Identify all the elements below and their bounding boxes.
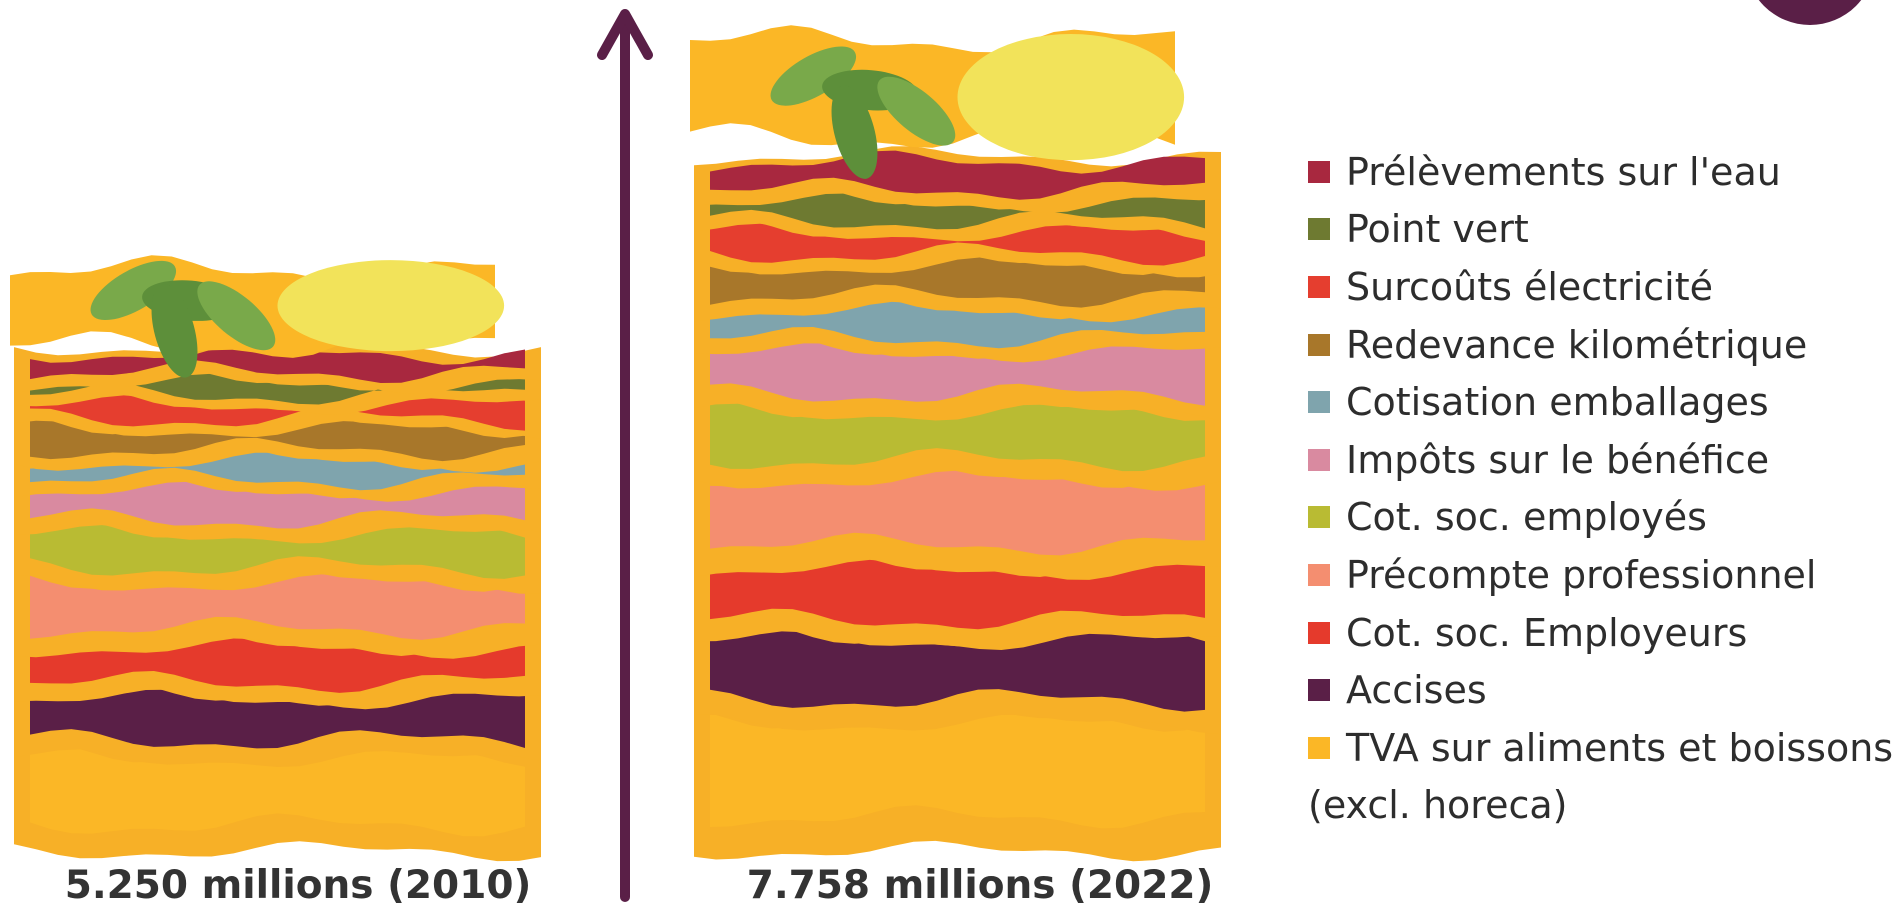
stack-label: 7.758 millions (2022) — [747, 863, 1214, 908]
legend-item: Impôts sur le bénéfice — [1308, 431, 1893, 489]
stacks — [10, 25, 1221, 861]
legend-swatch — [1308, 218, 1330, 240]
legend-item: Prélèvements sur l'eau — [1308, 143, 1893, 201]
legend-swatch — [1308, 161, 1330, 183]
legend-label: Impôts sur le bénéfice — [1346, 438, 1769, 482]
legend-label: Précompte professionnel — [1346, 553, 1816, 597]
legend-swatch — [1308, 334, 1330, 356]
legend-item: TVA sur aliments et boissons — [1308, 719, 1893, 777]
legend-swatch — [1308, 622, 1330, 644]
legend-label: Cot. soc. employés — [1346, 495, 1707, 539]
cheese — [958, 34, 1185, 160]
stack-label: 5.250 millions (2010) — [65, 863, 532, 908]
legend-label: Prélèvements sur l'eau — [1346, 150, 1781, 194]
legend-swatch — [1308, 506, 1330, 528]
legend: Prélèvements sur l'eau Point vert Surcoûts… — [1308, 143, 1893, 834]
legend-item: Cotisation emballages — [1308, 373, 1893, 431]
infographic: 5.250 millions (2010) 7.758 millions (20… — [0, 0, 1893, 917]
legend-swatch — [1308, 737, 1330, 759]
legend-swatch — [1308, 391, 1330, 413]
legend-label: (excl. horeca) — [1308, 777, 1893, 835]
legend-label: Redevance kilométrique — [1346, 323, 1807, 367]
legend-item: Accises — [1308, 661, 1893, 719]
legend-item: Point vert — [1308, 201, 1893, 259]
legend-label: Accises — [1346, 668, 1487, 712]
legend-swatch — [1308, 449, 1330, 471]
legend-item: Cot. soc. employés — [1308, 489, 1893, 547]
legend-label: Surcoûts électricité — [1346, 265, 1713, 309]
legend-label: Cotisation emballages — [1346, 380, 1769, 424]
legend-item: Précompte professionnel — [1308, 546, 1893, 604]
legend-swatch — [1308, 679, 1330, 701]
cheese — [278, 260, 505, 351]
legend-label: Point vert — [1346, 207, 1529, 251]
decor-circle — [1745, 0, 1875, 25]
legend-item: Surcoûts électricité — [1308, 258, 1893, 316]
legend-label: TVA sur aliments et boissons — [1346, 726, 1893, 770]
legend-item: Cot. soc. Employeurs — [1308, 604, 1893, 662]
legend-swatch — [1308, 276, 1330, 298]
legend-label: Cot. soc. Employeurs — [1346, 611, 1747, 655]
legend-swatch — [1308, 564, 1330, 586]
legend-item: Redevance kilométrique — [1308, 316, 1893, 374]
